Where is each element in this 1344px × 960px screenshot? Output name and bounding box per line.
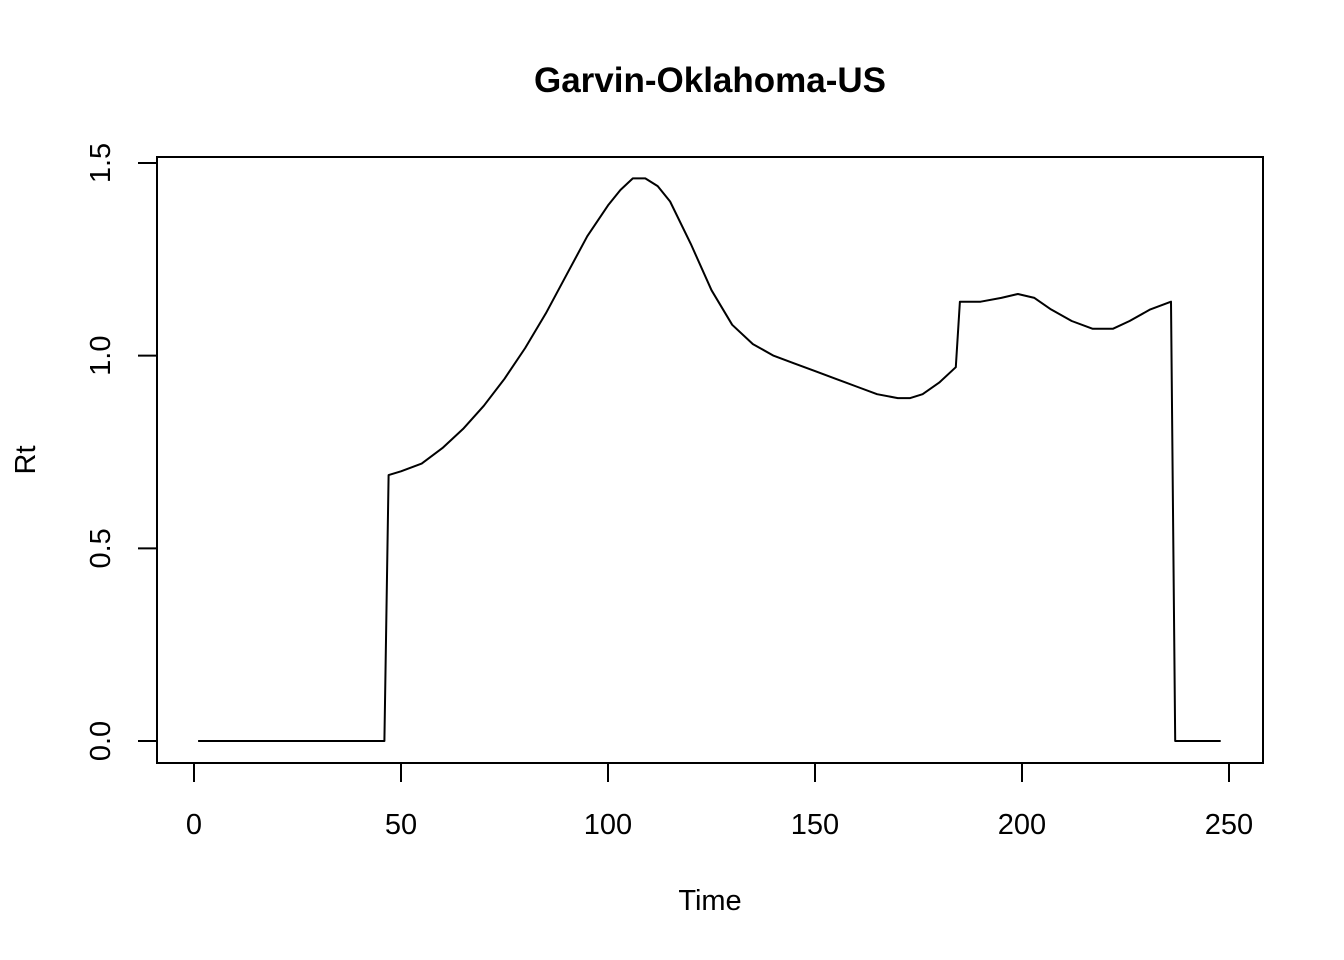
y-tick-label: 0.0 [85,721,117,761]
y-axis-label: Rt [10,446,42,475]
x-tick-label: 200 [998,809,1046,841]
x-tick-label: 50 [385,809,417,841]
plot-frame [156,156,1264,764]
x-axis: 0 50 100 150 200 250 [186,762,1253,841]
rt-series-line [198,177,1221,742]
chart-title: Garvin-Oklahoma-US [534,61,886,100]
y-tick-label: 1.0 [85,336,117,376]
y-tick-label: 0.5 [85,528,117,568]
x-axis-label: Time [678,885,741,917]
x-tick-label: 0 [186,809,202,841]
x-tick-label: 100 [584,809,632,841]
y-axis: 0.0 0.5 1.0 1.5 [85,143,158,761]
x-tick-label: 150 [791,809,839,841]
x-tick-label: 250 [1205,809,1253,841]
y-tick-label: 1.5 [85,143,117,183]
